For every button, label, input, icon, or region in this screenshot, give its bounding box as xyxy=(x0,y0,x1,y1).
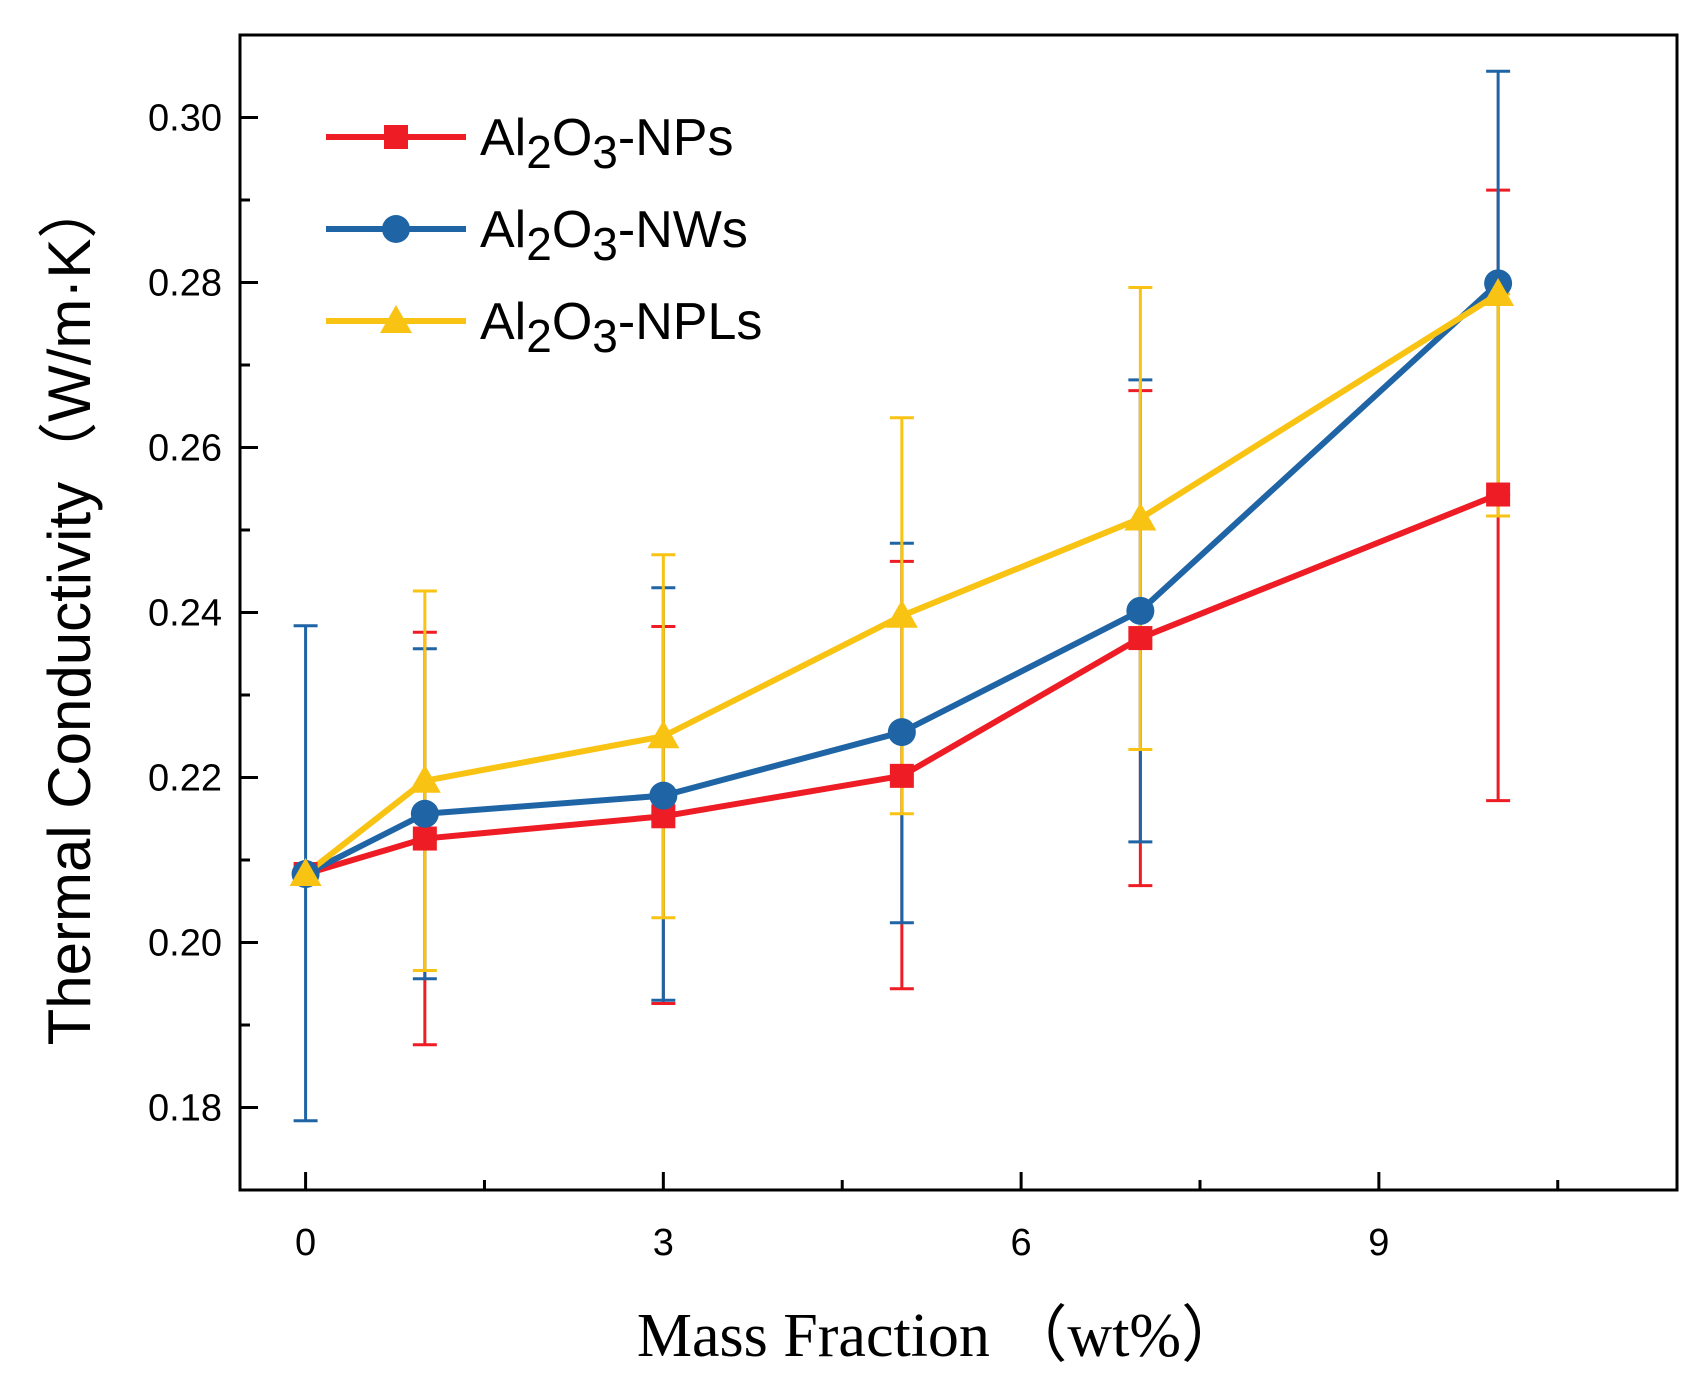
x-tick-label: 6 xyxy=(1011,1222,1032,1264)
y-tick-label: 0.22 xyxy=(148,758,222,800)
y-tick-label: 0.28 xyxy=(148,263,222,305)
legend-entry-npls: Al2O3-NPLs xyxy=(326,293,762,362)
npls-point xyxy=(885,599,918,628)
y-tick-label: 0.30 xyxy=(148,98,222,140)
nps-point xyxy=(1128,626,1153,651)
y-axis-label: Thermal Conductivity（W/m·K） xyxy=(36,179,103,1046)
lines-layer xyxy=(303,281,1501,877)
plot-frame xyxy=(238,33,1679,1192)
nws-line xyxy=(304,281,1501,877)
y-tick-label: 0.24 xyxy=(148,593,222,635)
y-tick-label: 0.18 xyxy=(148,1088,222,1130)
nps-point xyxy=(412,826,437,851)
axes-layer: 0.18 0.20 0.22 0.24 0.26 0.28 0.30 0 3 6 9 xyxy=(148,33,1679,1264)
x-tick-label: 3 xyxy=(653,1222,674,1264)
legend-entry-nps: Al2O3-NPs xyxy=(326,109,733,178)
npls-point xyxy=(408,764,441,793)
npls-point xyxy=(1124,502,1157,531)
legend-entry-nws: Al2O3-NWs xyxy=(326,201,748,270)
y-tick-label: 0.26 xyxy=(148,428,222,470)
nws-point xyxy=(887,718,916,747)
x-axis-label: Mass Fraction （wt%） xyxy=(637,1302,1243,1370)
legend-label: Al2O3-NPs xyxy=(480,109,733,178)
x-tick-label: 0 xyxy=(295,1222,316,1264)
x-tick-label: 9 xyxy=(1368,1222,1389,1264)
npls-point xyxy=(647,720,680,749)
legend-label: Al2O3-NPLs xyxy=(480,293,762,362)
nws-point xyxy=(410,799,439,828)
nps-point xyxy=(889,763,914,788)
npls-line xyxy=(303,291,1500,877)
legend-marker xyxy=(384,125,408,149)
nps-line xyxy=(304,491,1500,877)
errorbars-layer xyxy=(293,69,1511,1123)
npls-point xyxy=(289,858,322,887)
y-tick-label: 0.20 xyxy=(148,923,222,965)
legend-marker xyxy=(380,305,412,333)
npls-point xyxy=(1482,278,1515,307)
nws-point xyxy=(649,781,678,810)
legend-marker xyxy=(382,215,410,243)
nws-point xyxy=(1126,596,1155,625)
nps-point xyxy=(1486,482,1511,507)
legend-label: Al2O3-NWs xyxy=(480,201,748,270)
markers-layer xyxy=(289,269,1515,889)
legend: Al2O3-NPs Al2O3-NWs Al2O3-NPLs xyxy=(326,109,762,362)
